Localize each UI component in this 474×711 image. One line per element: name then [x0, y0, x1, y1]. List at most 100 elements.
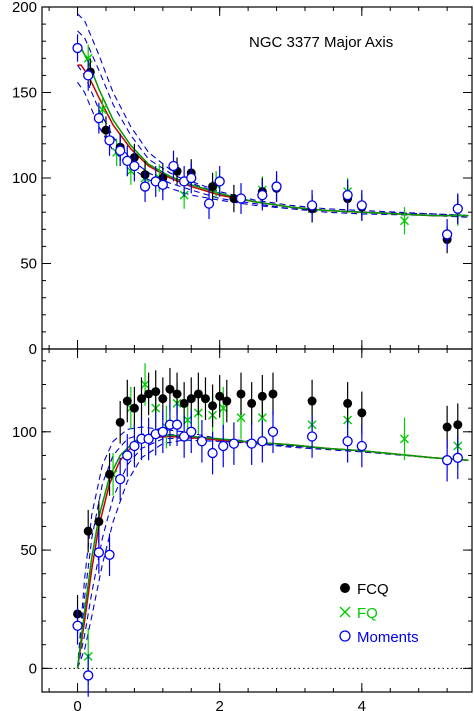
top-moments-point: [342, 189, 353, 201]
bottom-moments-point: [356, 440, 367, 452]
top-ytick-label: 0: [29, 341, 37, 358]
top-fcq-point: [101, 125, 111, 135]
bottom-moments-point: [246, 438, 257, 449]
bottom-moments-point: [257, 436, 268, 447]
bottom-xtick-label: 0: [73, 698, 81, 711]
bottom-fcq-point: [158, 394, 168, 404]
bottom-moments-point: [93, 547, 105, 558]
legend-moments-marker: [339, 630, 351, 642]
bottom-moments-point: [196, 436, 208, 447]
bottom-xtick-label: 2: [216, 698, 224, 711]
bottom-fcq-point: [442, 422, 452, 432]
top-moments-point: [441, 229, 453, 240]
bottom-fcq-point: [236, 389, 246, 399]
top-moments-point: [257, 189, 268, 201]
bottom-fcq-point: [453, 420, 463, 430]
top-moments-point: [356, 200, 367, 211]
legend-fcq-label: FCQ: [357, 581, 389, 598]
bottom-fcq-point: [215, 391, 225, 401]
top-moments-point: [122, 155, 133, 167]
bottom-ytick-label: 100: [12, 424, 37, 441]
top-ytick-label: 100: [12, 170, 37, 187]
bottom-fcq-point: [186, 394, 196, 404]
bottom-fcq-point: [268, 389, 278, 399]
bottom-moments-point: [306, 431, 318, 442]
top-ytick-label: 50: [20, 256, 37, 273]
top-moments-point: [306, 200, 318, 211]
top-dashed-curve: [77, 64, 469, 217]
bottom-fq-point: [140, 379, 150, 389]
bottom-moments-point: [143, 433, 154, 445]
legend: FCQ FQ Moments: [339, 581, 419, 646]
bottom-moments-point: [157, 426, 168, 437]
bottom-moments-point: [171, 419, 183, 430]
bottom-fcq-point: [94, 517, 104, 527]
top-panel-frame: [41, 6, 473, 350]
bottom-moments-point: [342, 436, 353, 447]
bottom-fcq-point: [144, 389, 154, 399]
top-fcq-point: [229, 194, 239, 204]
bottom-fcq-point: [165, 384, 175, 394]
top-moments-point: [168, 160, 179, 172]
bottom-fcq-point: [200, 394, 210, 404]
bottom-moments-point: [104, 549, 115, 560]
top-moments-point: [129, 160, 140, 172]
bottom-panel-axes: 0 50 100 0 2 4: [12, 349, 472, 711]
bottom-moments-point: [267, 426, 279, 437]
bottom-moments-point: [441, 455, 453, 466]
bottom-xtick-label: 4: [358, 698, 366, 711]
bottom-ytick-label: 0: [29, 660, 37, 677]
bottom-fcq-point: [122, 396, 132, 406]
bottom-fcq-point: [357, 408, 367, 418]
bottom-fq-point: [218, 403, 228, 413]
top-moments-point: [203, 198, 215, 209]
bottom-moments-point: [207, 447, 218, 459]
bottom-moments-point: [228, 438, 240, 449]
top-ytick-label: 150: [12, 85, 37, 102]
top-data-points: [72, 34, 463, 254]
bottom-fcq-point: [343, 398, 353, 408]
bottom-fq-point: [399, 434, 409, 444]
bottom-moments-point: [186, 426, 197, 437]
bottom-moments-point: [83, 670, 94, 681]
bottom-fcq-point: [257, 391, 267, 401]
top-ytick-label: 200: [12, 0, 37, 16]
top-dashed-curve: [77, 81, 469, 218]
bottom-moments-point: [122, 450, 133, 461]
bottom-fq-point: [236, 413, 246, 423]
top-moments-point: [157, 179, 168, 190]
bottom-fcq-point: [172, 389, 182, 399]
legend-moments-label: Moments: [357, 629, 419, 646]
bottom-fcq-point: [83, 526, 93, 536]
bottom-fcq-point: [307, 396, 317, 406]
top-fq-point: [97, 105, 107, 115]
figure-title: NGC 3377 Major Axis: [249, 34, 393, 51]
top-moments-point: [93, 113, 105, 124]
bottom-fcq-point: [115, 417, 125, 427]
top-moments-point: [186, 172, 197, 184]
bottom-fcq-point: [247, 398, 257, 408]
bottom-moments-point: [115, 473, 126, 485]
top-fcq-point: [208, 182, 218, 192]
legend-fq-marker: [339, 606, 351, 618]
top-moments-point: [72, 42, 83, 54]
top-fq-point: [399, 216, 409, 226]
top-moments-point: [452, 203, 463, 214]
bottom-fq-point: [183, 415, 193, 425]
bottom-fcq-point: [137, 394, 147, 404]
top-moments-point: [214, 176, 225, 187]
bottom-panel-frame: [41, 348, 473, 693]
top-panel-axes: 0 50 100 150 200: [12, 0, 472, 358]
top-moments-point: [83, 70, 94, 81]
bottom-fcq-point: [151, 387, 161, 397]
bottom-fcq-point: [129, 403, 139, 413]
bottom-data-points: [72, 363, 463, 697]
top-moments-point: [139, 181, 151, 192]
top-moments-point: [271, 181, 282, 192]
top-model-curve-red: [77, 64, 469, 217]
bottom-fcq-point: [179, 398, 189, 408]
bottom-moments-point: [129, 440, 140, 452]
top-dashed-curves: [77, 13, 469, 218]
bottom-ytick-label: 50: [20, 542, 37, 559]
